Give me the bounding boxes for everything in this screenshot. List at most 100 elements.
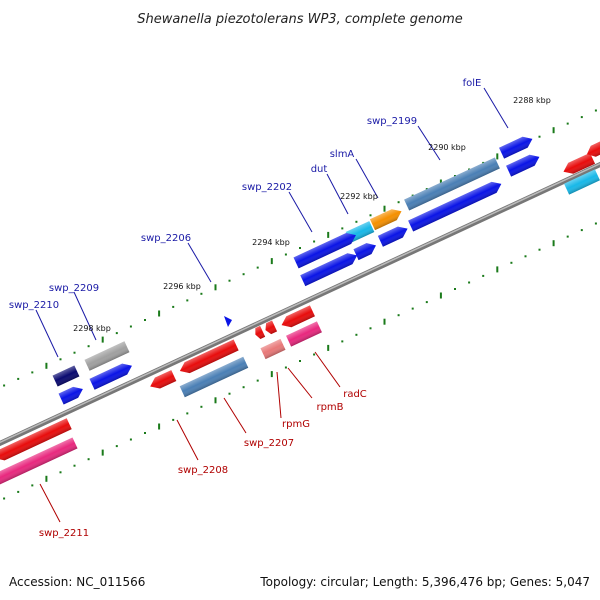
tick-mark [313, 240, 316, 243]
gene-shading [586, 140, 600, 157]
gene-feature[interactable] [52, 365, 80, 387]
gene-feature[interactable] [564, 169, 600, 195]
gene-feature[interactable] [404, 157, 500, 211]
gene-shading [179, 356, 249, 398]
gene-label-swp_2209: swp_2209 [49, 283, 99, 294]
gene-shading [564, 169, 600, 195]
tick-mark [594, 109, 597, 112]
gene-labels-forward: folE swp_2199 slmA dut swp_2202 swp_2206… [9, 78, 481, 311]
tick-mark [242, 386, 245, 389]
tick-mark [270, 371, 273, 378]
gene-feature[interactable] [84, 341, 130, 371]
tick-mark [327, 344, 330, 351]
tick-mark [299, 360, 301, 362]
gene-labels-reverse: radC rpmB rpmG swp_2207 swp_2208 swp_221… [39, 389, 367, 539]
gene-shading [0, 437, 78, 485]
gene-feature[interactable] [260, 338, 286, 360]
backbone-line [0, 161, 600, 447]
tick-mark [45, 362, 48, 369]
tick-mark [594, 222, 597, 225]
gene-shading [300, 253, 358, 287]
tick-mark [256, 266, 259, 269]
tick-mark [383, 205, 386, 212]
tick-mark [115, 332, 118, 335]
gene-feature[interactable] [584, 140, 600, 159]
gene-feature[interactable] [353, 240, 378, 261]
tick-mark [172, 305, 175, 308]
leader-swp_2206 [187, 242, 212, 283]
tick-mark [45, 475, 48, 482]
gene-feature[interactable] [561, 152, 596, 177]
gene-feature[interactable] [279, 305, 315, 330]
tick-mark [31, 371, 34, 374]
tick-mark [411, 194, 414, 197]
gene-shading [52, 365, 80, 387]
position-marker-icon [224, 316, 232, 327]
leader-radC [314, 351, 341, 388]
kbp-label: 2298 kbp [73, 324, 111, 333]
gene-feature[interactable] [148, 370, 177, 392]
gene-label-rpmG: rpmG [282, 419, 310, 430]
gene-shading [404, 157, 500, 211]
gene-shading [369, 209, 402, 231]
tick-mark [397, 201, 400, 204]
tick-mark [313, 353, 316, 356]
gene-feature[interactable] [177, 339, 239, 376]
gene-feature[interactable] [499, 133, 535, 159]
gene-label-slmA: slmA [330, 149, 355, 160]
gene-shading [150, 370, 177, 389]
leader-swp_2208 [176, 419, 199, 461]
gene-feature[interactable] [300, 250, 359, 287]
gene-shading [265, 320, 278, 335]
leader-swp_2210 [35, 309, 59, 358]
kbp-label: 2288 kbp [513, 96, 551, 105]
tick-mark [510, 261, 513, 264]
gene-feature[interactable] [179, 356, 249, 398]
leader-rpmG [276, 371, 282, 419]
tick-mark [3, 384, 6, 387]
leader-folE [483, 87, 509, 129]
gene-feature[interactable] [0, 418, 72, 463]
gene-shading [58, 386, 83, 405]
tick-mark [144, 319, 146, 321]
kbp-labels: 2288 kbp 2290 kbp 2292 kbp 2294 kbp 2296… [73, 96, 551, 333]
tick-mark [186, 299, 189, 302]
gene-feature[interactable] [506, 151, 542, 177]
gene-shading [499, 136, 533, 159]
gene-feature[interactable] [408, 178, 504, 232]
tick-mark [256, 379, 259, 382]
tick-mark [524, 255, 527, 258]
gene-label-swp_2199: swp_2199 [367, 116, 417, 127]
tick-mark [369, 214, 372, 217]
gene-feature[interactable] [0, 437, 78, 485]
tick-mark [454, 288, 456, 290]
gene-feature[interactable] [58, 384, 86, 405]
gene-features [0, 133, 600, 485]
tick-mark [355, 333, 358, 336]
gene-feature[interactable] [369, 206, 404, 231]
gene-shading [0, 418, 72, 461]
tick-mark [31, 484, 34, 487]
tick-mark [284, 366, 287, 369]
tick-mark [87, 458, 90, 461]
tick-mark [17, 490, 20, 493]
tick-mark [566, 122, 569, 125]
gene-feature[interactable] [89, 360, 135, 390]
gene-feature[interactable] [263, 320, 278, 335]
gene-shading [408, 181, 502, 232]
topology-text: Topology: circular; Length: 5,396,476 bp… [259, 575, 590, 589]
gene-feature[interactable] [377, 223, 410, 247]
gene-feature[interactable] [286, 321, 322, 347]
tick-mark [158, 310, 161, 317]
leader-swp_2199 [417, 125, 441, 161]
tick-mark [383, 318, 386, 325]
leader-rpmB [287, 367, 313, 399]
gene-feature[interactable] [293, 230, 359, 269]
gene-shading [353, 243, 376, 261]
gene-feature[interactable] [253, 325, 266, 340]
tick-mark [284, 253, 287, 256]
kbp-label: 2294 kbp [252, 238, 290, 247]
tick-mark [3, 497, 6, 500]
